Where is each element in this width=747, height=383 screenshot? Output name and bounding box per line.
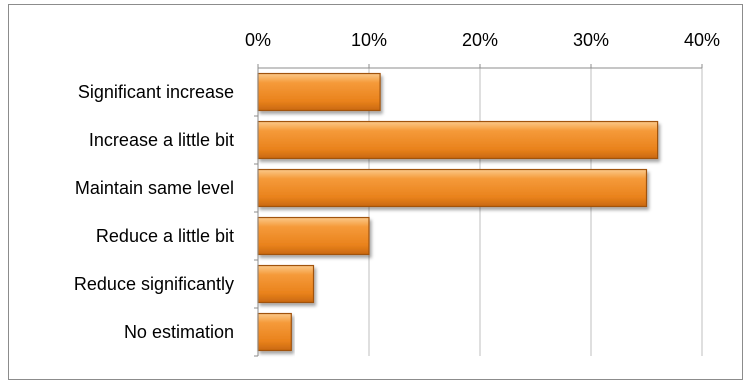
category-label: No estimation (124, 322, 234, 342)
bar (257, 72, 381, 112)
category-label: Reduce significantly (74, 274, 234, 294)
category-label: Maintain same level (75, 178, 234, 198)
category-label: Significant increase (78, 82, 234, 102)
bar (257, 216, 370, 256)
category-labels: Significant increase Increase a little bi… (74, 82, 234, 342)
x-tick-label: 10% (351, 30, 387, 50)
bar (257, 264, 315, 304)
x-axis-ticks: 0% 10% 20% 30% 40% (245, 30, 720, 50)
x-tick-label: 20% (462, 30, 498, 50)
category-label: Reduce a little bit (96, 226, 234, 246)
bar (257, 120, 659, 160)
bar (257, 312, 292, 352)
bar (257, 168, 648, 208)
category-label: Increase a little bit (89, 130, 234, 150)
x-tick-label: 40% (684, 30, 720, 50)
x-tick-label: 30% (573, 30, 609, 50)
bars (257, 72, 659, 352)
x-tick-label: 0% (245, 30, 271, 50)
